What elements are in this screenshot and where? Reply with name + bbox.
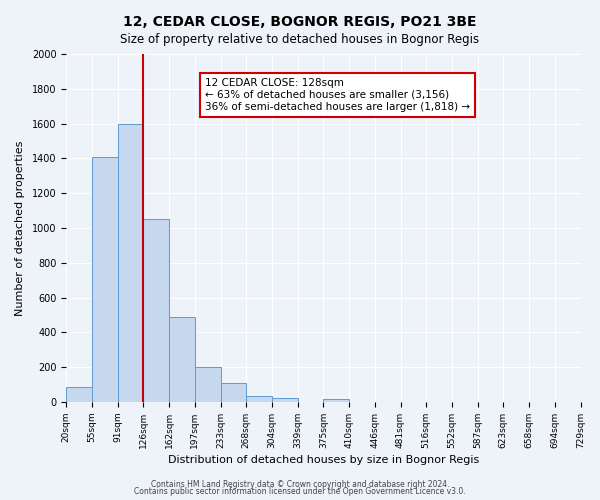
X-axis label: Distribution of detached houses by size in Bognor Regis: Distribution of detached houses by size … <box>168 455 479 465</box>
Y-axis label: Number of detached properties: Number of detached properties <box>15 140 25 316</box>
Bar <box>323 400 349 402</box>
Bar <box>246 396 272 402</box>
Bar <box>66 387 92 402</box>
Bar <box>169 316 195 402</box>
Bar <box>143 220 169 402</box>
Bar <box>92 156 118 402</box>
Bar <box>195 367 221 402</box>
Text: 12, CEDAR CLOSE, BOGNOR REGIS, PO21 3BE: 12, CEDAR CLOSE, BOGNOR REGIS, PO21 3BE <box>123 15 477 29</box>
Text: Contains public sector information licensed under the Open Government Licence v3: Contains public sector information licen… <box>134 488 466 496</box>
Bar <box>118 124 143 402</box>
Bar <box>221 383 246 402</box>
Bar <box>272 398 298 402</box>
Text: 12 CEDAR CLOSE: 128sqm
← 63% of detached houses are smaller (3,156)
36% of semi-: 12 CEDAR CLOSE: 128sqm ← 63% of detached… <box>205 78 470 112</box>
Text: Size of property relative to detached houses in Bognor Regis: Size of property relative to detached ho… <box>121 32 479 46</box>
Text: Contains HM Land Registry data © Crown copyright and database right 2024.: Contains HM Land Registry data © Crown c… <box>151 480 449 489</box>
